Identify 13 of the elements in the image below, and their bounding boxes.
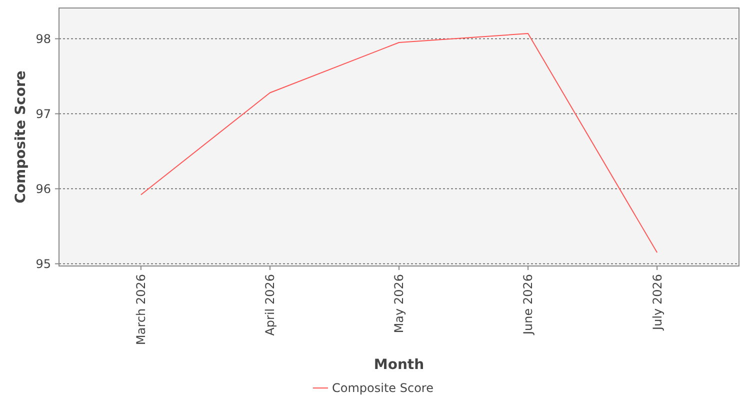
- x-tick-label: March 2026: [134, 274, 148, 345]
- x-tick-label: June 2026: [521, 274, 536, 336]
- y-tick-label: 98: [36, 32, 51, 46]
- x-tick-label: April 2026: [263, 274, 278, 336]
- y-axis-title: Composite Score: [13, 70, 29, 204]
- x-tick-label: July 2026: [650, 274, 664, 331]
- line-series: [140, 33, 658, 253]
- x-tick-label: May 2026: [392, 274, 406, 334]
- y-tick-label: 96: [36, 182, 51, 196]
- legend-label: Composite Score: [332, 381, 434, 396]
- y-tick-label: 95: [36, 256, 51, 271]
- y-tick-label: 97: [36, 106, 51, 121]
- x-axis-title: Month: [374, 357, 424, 373]
